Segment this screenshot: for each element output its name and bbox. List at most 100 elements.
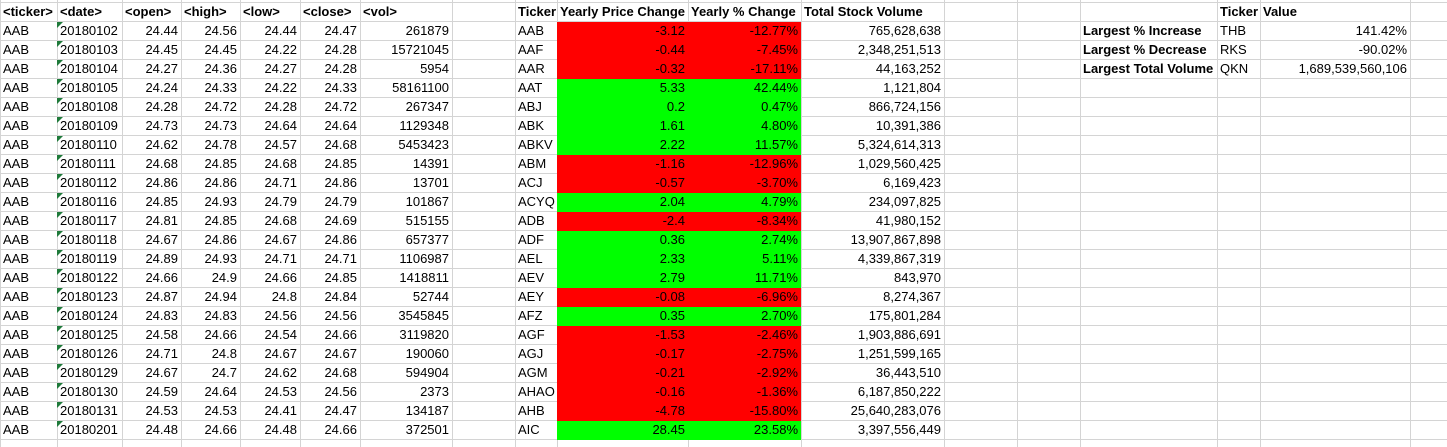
raw-open-cell[interactable]: 24.81 — [122, 212, 181, 231]
greatest-value-cell[interactable]: 141.42% — [1260, 22, 1410, 41]
summary-ticker-cell[interactable]: AHAO — [515, 383, 557, 402]
yearly-change-cell[interactable]: 0.36 — [557, 231, 688, 250]
yearly-change-cell[interactable]: 0.35 — [557, 307, 688, 326]
raw-ticker-cell[interactable]: AAB — [0, 98, 57, 117]
yearly-percent-cell[interactable]: 42.44% — [688, 79, 801, 98]
yearly-percent-cell[interactable]: -12.77% — [688, 22, 801, 41]
raw-close-cell[interactable]: 24.84 — [300, 288, 360, 307]
raw-open-cell[interactable]: 24.62 — [122, 136, 181, 155]
raw-high-cell[interactable]: 24.9 — [181, 269, 240, 288]
raw-open-cell[interactable]: 24.59 — [122, 383, 181, 402]
raw-low-cell[interactable]: 24.53 — [240, 383, 300, 402]
raw-open-cell[interactable]: 24.67 — [122, 231, 181, 250]
total-volume-cell[interactable]: 13,907,867,898 — [801, 231, 944, 250]
raw-low-cell[interactable]: 24.22 — [240, 79, 300, 98]
summary-ticker-cell[interactable]: AGJ — [515, 345, 557, 364]
raw-low-cell[interactable]: 24.67 — [240, 231, 300, 250]
raw-open-cell[interactable]: 24.67 — [122, 364, 181, 383]
raw-ticker-cell[interactable]: AAB — [0, 193, 57, 212]
raw-high-cell[interactable]: 24.7 — [181, 364, 240, 383]
header-greatest-ticker[interactable]: Ticker — [1217, 3, 1260, 22]
raw-date-cell[interactable]: 20180111 — [57, 155, 122, 174]
raw-close-cell[interactable]: 24.72 — [300, 98, 360, 117]
raw-close-cell[interactable]: 24.56 — [300, 307, 360, 326]
raw-high-cell[interactable]: 24.85 — [181, 155, 240, 174]
greatest-ticker-cell[interactable]: RKS — [1217, 41, 1260, 60]
raw-close-cell[interactable]: 24.85 — [300, 269, 360, 288]
raw-close-cell[interactable]: 24.86 — [300, 231, 360, 250]
raw-high-cell[interactable]: 24.36 — [181, 60, 240, 79]
raw-vol-cell[interactable]: 15721045 — [360, 41, 452, 60]
raw-ticker-cell[interactable]: AAB — [0, 117, 57, 136]
yearly-change-cell[interactable]: -0.57 — [557, 174, 688, 193]
raw-close-cell[interactable]: 24.28 — [300, 41, 360, 60]
raw-open-cell[interactable]: 24.86 — [122, 174, 181, 193]
raw-vol-cell[interactable]: 134187 — [360, 402, 452, 421]
raw-open-cell[interactable]: 24.71 — [122, 345, 181, 364]
raw-open-cell[interactable]: 24.28 — [122, 98, 181, 117]
raw-high-cell[interactable]: 24.78 — [181, 136, 240, 155]
summary-ticker-cell[interactable]: ABM — [515, 155, 557, 174]
yearly-percent-cell[interactable]: 11.57% — [688, 136, 801, 155]
header-ticker[interactable]: <ticker> — [0, 3, 57, 22]
raw-ticker-cell[interactable]: AAB — [0, 307, 57, 326]
raw-open-cell[interactable]: 24.58 — [122, 326, 181, 345]
yearly-percent-cell[interactable]: -15.80% — [688, 402, 801, 421]
yearly-change-cell[interactable]: -0.17 — [557, 345, 688, 364]
total-volume-cell[interactable]: 6,169,423 — [801, 174, 944, 193]
total-volume-cell[interactable]: 843,970 — [801, 269, 944, 288]
raw-vol-cell[interactable]: 58161100 — [360, 79, 452, 98]
raw-low-cell[interactable]: 24.54 — [240, 326, 300, 345]
summary-ticker-cell[interactable]: AHB — [515, 402, 557, 421]
raw-vol-cell[interactable]: 515155 — [360, 212, 452, 231]
summary-ticker-cell[interactable]: AGM — [515, 364, 557, 383]
header-vol[interactable]: <vol> — [360, 3, 452, 22]
raw-low-cell[interactable]: 24.79 — [240, 193, 300, 212]
raw-low-cell[interactable]: 24.57 — [240, 136, 300, 155]
raw-close-cell[interactable]: 24.33 — [300, 79, 360, 98]
raw-close-cell[interactable]: 24.28 — [300, 60, 360, 79]
raw-low-cell[interactable]: 24.62 — [240, 364, 300, 383]
yearly-change-cell[interactable]: 5.33 — [557, 79, 688, 98]
raw-open-cell[interactable]: 24.53 — [122, 402, 181, 421]
raw-ticker-cell[interactable]: AAB — [0, 364, 57, 383]
summary-ticker-cell[interactable]: ADF — [515, 231, 557, 250]
raw-ticker-cell[interactable]: AAB — [0, 402, 57, 421]
yearly-percent-cell[interactable]: -1.36% — [688, 383, 801, 402]
total-volume-cell[interactable]: 234,097,825 — [801, 193, 944, 212]
header-date[interactable]: <date> — [57, 3, 122, 22]
summary-ticker-cell[interactable]: AAT — [515, 79, 557, 98]
yearly-percent-cell[interactable]: -12.96% — [688, 155, 801, 174]
yearly-percent-cell[interactable]: 23.58% — [688, 421, 801, 440]
yearly-change-cell[interactable]: -1.16 — [557, 155, 688, 174]
yearly-change-cell[interactable]: -0.21 — [557, 364, 688, 383]
raw-ticker-cell[interactable]: AAB — [0, 155, 57, 174]
raw-date-cell[interactable]: 20180117 — [57, 212, 122, 231]
total-volume-cell[interactable]: 175,801,284 — [801, 307, 944, 326]
header-total-stock-volume[interactable]: Total Stock Volume — [801, 3, 944, 22]
raw-open-cell[interactable]: 24.27 — [122, 60, 181, 79]
yearly-change-cell[interactable]: -0.32 — [557, 60, 688, 79]
total-volume-cell[interactable]: 1,903,886,691 — [801, 326, 944, 345]
raw-low-cell[interactable]: 24.27 — [240, 60, 300, 79]
summary-ticker-cell[interactable]: AEL — [515, 250, 557, 269]
header-summary-ticker[interactable]: Ticker — [515, 3, 557, 22]
raw-vol-cell[interactable]: 101867 — [360, 193, 452, 212]
raw-open-cell[interactable]: 24.66 — [122, 269, 181, 288]
yearly-percent-cell[interactable]: 0.47% — [688, 98, 801, 117]
greatest-value-cell[interactable]: 1,689,539,560,106 — [1260, 60, 1410, 79]
raw-close-cell[interactable]: 24.64 — [300, 117, 360, 136]
raw-date-cell[interactable]: 20180129 — [57, 364, 122, 383]
summary-ticker-cell[interactable]: ABJ — [515, 98, 557, 117]
yearly-change-cell[interactable]: -3.12 — [557, 22, 688, 41]
yearly-change-cell[interactable]: -0.44 — [557, 41, 688, 60]
raw-ticker-cell[interactable]: AAB — [0, 288, 57, 307]
total-volume-cell[interactable]: 1,121,804 — [801, 79, 944, 98]
raw-vol-cell[interactable]: 52744 — [360, 288, 452, 307]
raw-close-cell[interactable]: 24.67 — [300, 345, 360, 364]
raw-high-cell[interactable]: 24.64 — [181, 383, 240, 402]
raw-vol-cell[interactable]: 5453423 — [360, 136, 452, 155]
summary-ticker-cell[interactable]: AEV — [515, 269, 557, 288]
raw-close-cell[interactable]: 24.69 — [300, 212, 360, 231]
raw-ticker-cell[interactable]: AAB — [0, 250, 57, 269]
